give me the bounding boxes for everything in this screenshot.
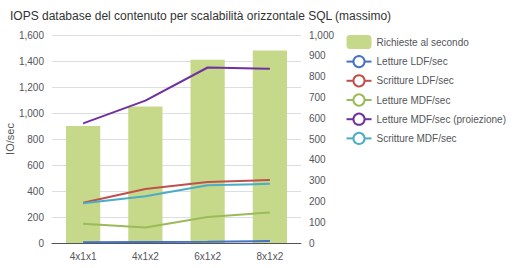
- svg-text:Letture LDF/sec: Letture LDF/sec: [377, 56, 448, 67]
- svg-text:1,400: 1,400: [19, 56, 44, 67]
- svg-text:IOPS database del contenuto pe: IOPS database del contenuto per scalabil…: [10, 9, 391, 23]
- svg-text:1,000: 1,000: [19, 108, 44, 119]
- svg-text:100: 100: [309, 217, 326, 228]
- svg-text:IO/sec: IO/sec: [4, 123, 16, 155]
- svg-text:500: 500: [309, 134, 326, 145]
- svg-text:Richieste al secondo: Richieste al secondo: [377, 37, 470, 48]
- svg-text:Scritture LDF/sec: Scritture LDF/sec: [377, 75, 454, 86]
- svg-text:400: 400: [27, 186, 44, 197]
- svg-text:1,200: 1,200: [19, 82, 44, 93]
- svg-text:Letture MDF/sec: Letture MDF/sec: [377, 95, 451, 106]
- svg-text:300: 300: [309, 175, 326, 186]
- svg-text:4x1x1: 4x1x1: [70, 251, 97, 262]
- svg-text:600: 600: [309, 113, 326, 124]
- svg-text:Letture MDF/sec (proiezione): Letture MDF/sec (proiezione): [377, 114, 507, 125]
- svg-text:1,000: 1,000: [309, 30, 334, 41]
- svg-text:6x1x2: 6x1x2: [194, 251, 221, 262]
- svg-text:600: 600: [27, 160, 44, 171]
- svg-text:400: 400: [309, 154, 326, 165]
- svg-text:900: 900: [309, 50, 326, 61]
- svg-text:700: 700: [309, 92, 326, 103]
- svg-text:200: 200: [27, 212, 44, 223]
- svg-text:0: 0: [38, 238, 44, 249]
- svg-text:0: 0: [309, 238, 315, 249]
- svg-text:4x1x2: 4x1x2: [132, 251, 159, 262]
- svg-text:Scritture MDF/sec: Scritture MDF/sec: [377, 133, 457, 144]
- svg-text:8x1x2: 8x1x2: [257, 251, 284, 262]
- svg-text:200: 200: [309, 196, 326, 207]
- svg-text:800: 800: [309, 71, 326, 82]
- svg-text:1,600: 1,600: [19, 30, 44, 41]
- svg-text:800: 800: [27, 134, 44, 145]
